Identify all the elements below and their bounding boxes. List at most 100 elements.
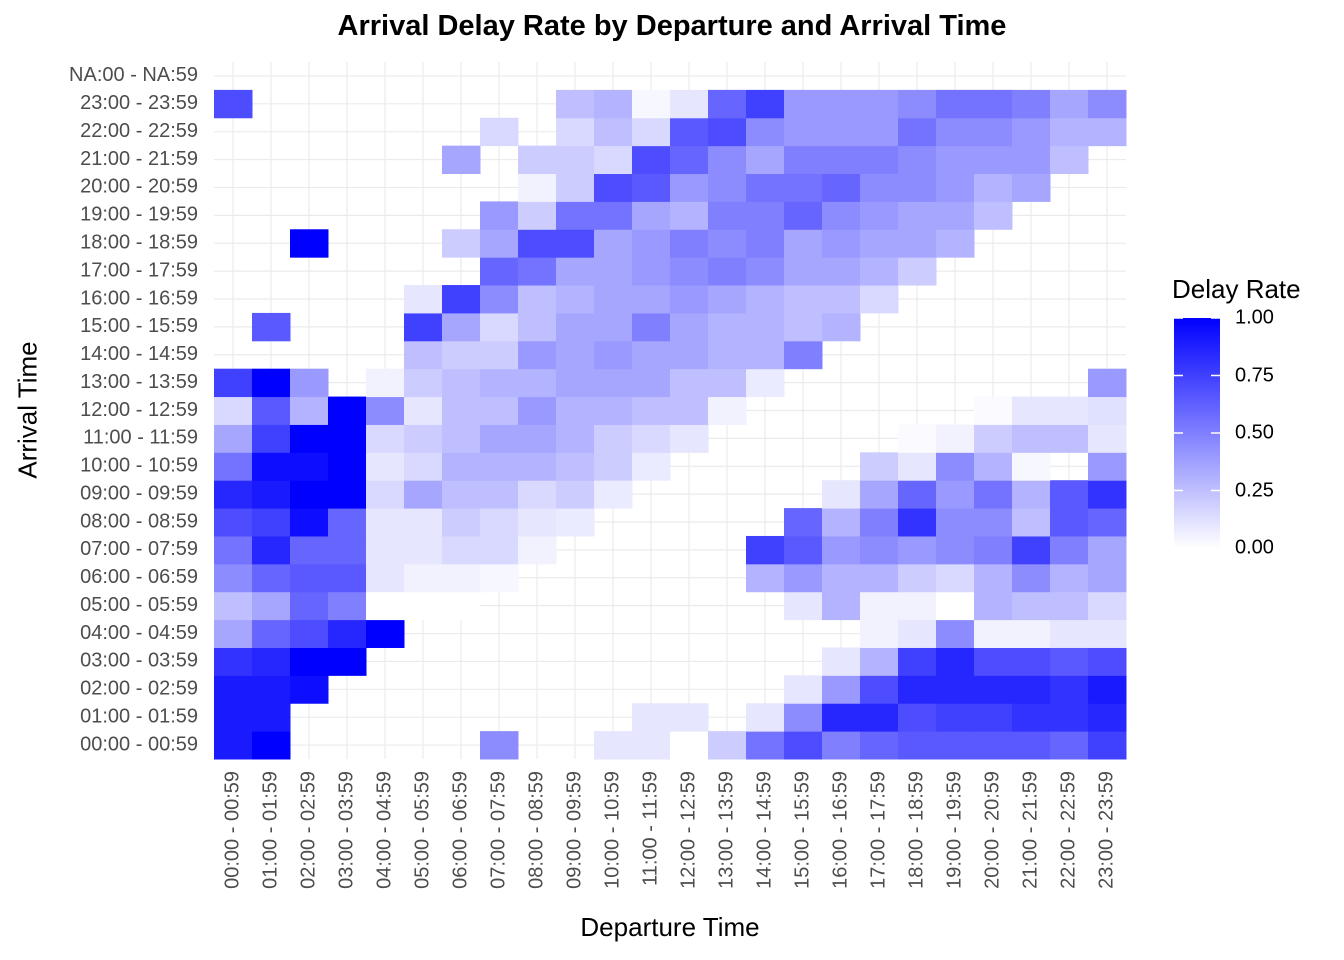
heatmap-cell [746, 89, 785, 119]
heatmap-cell [442, 285, 481, 314]
y-tick-label: 01:00 - 01:59 [80, 705, 198, 727]
heatmap-cell [784, 201, 823, 230]
heatmap-cell [632, 731, 671, 760]
heatmap-cell [936, 480, 975, 509]
y-tick-label: 10:00 - 10:59 [80, 455, 198, 477]
y-axis-label: Arrival Time [12, 341, 43, 479]
heatmap-cell [366, 535, 405, 565]
x-tick-label: 10:00 - 10:59 [601, 771, 623, 889]
heatmap-cell [518, 173, 557, 202]
heatmap-cell [974, 480, 1013, 509]
heatmap-cell [974, 647, 1013, 676]
heatmap-cell [404, 396, 443, 425]
heatmap-cell [442, 229, 481, 258]
heatmap-cell [974, 731, 1013, 760]
heatmap-cell [822, 508, 861, 537]
heatmap-cell [480, 229, 519, 258]
heatmap-cell [746, 368, 785, 398]
heatmap-cell [974, 508, 1013, 537]
heatmap-cell [556, 201, 595, 230]
heatmap-cell [936, 591, 975, 621]
heatmap-cell [518, 340, 557, 370]
heatmap-cell [632, 368, 671, 398]
x-tick-label: 04:00 - 04:59 [373, 771, 395, 889]
heatmap-cell [594, 368, 633, 398]
heatmap-cell [936, 89, 975, 119]
heatmap-cell [252, 563, 291, 593]
heatmap-cell [784, 535, 823, 565]
heatmap-cell [1050, 591, 1089, 621]
heatmap-cell [936, 535, 975, 565]
heatmap-cell [214, 396, 253, 425]
x-tick-label: 22:00 - 22:59 [1057, 771, 1079, 889]
heatmap-cell [518, 480, 557, 509]
heatmap-cell [632, 89, 671, 119]
heatmap-cell [214, 508, 253, 537]
heatmap-cell [328, 452, 367, 481]
heatmap-cell [746, 145, 785, 175]
heatmap-cell [480, 508, 519, 537]
heatmap-cell [518, 285, 557, 314]
heatmap-cell [860, 173, 899, 202]
heatmap-cell [1050, 647, 1089, 676]
heatmap-cell [518, 257, 557, 286]
heatmap-cell [860, 229, 899, 258]
y-tick-label: 16:00 - 16:59 [80, 287, 198, 309]
x-tick-label: 06:00 - 06:59 [449, 771, 471, 889]
heatmap-cell [594, 201, 633, 230]
y-tick-label: 08:00 - 08:59 [80, 510, 198, 532]
heatmap-cell [480, 285, 519, 314]
heatmap-cell [404, 591, 443, 621]
heatmap-cell [936, 117, 975, 147]
heatmap-cell [822, 89, 861, 119]
heatmap-cell [708, 117, 747, 147]
heatmap-cell [860, 285, 899, 314]
heatmap-cell [974, 535, 1013, 565]
heatmap-cell [784, 731, 823, 760]
heatmap-cell [974, 201, 1013, 230]
heatmap-cell [556, 452, 595, 481]
heatmap-cell [328, 480, 367, 509]
heatmap-cell [404, 535, 443, 565]
heatmap-cell [480, 424, 519, 453]
heatmap-cell [860, 257, 899, 286]
heatmap-cell [1012, 424, 1051, 453]
heatmap-cell [214, 647, 253, 676]
heatmap-cell [1050, 731, 1089, 760]
heatmap-cell [898, 145, 937, 175]
y-tick-label: 14:00 - 14:59 [80, 343, 198, 365]
heatmap-cell [252, 424, 291, 453]
heatmap-cell [974, 173, 1013, 202]
heatmap-cell [480, 731, 519, 760]
y-tick-label: 06:00 - 06:59 [80, 566, 198, 588]
heatmap-cell [860, 731, 899, 760]
heatmap-cell [366, 508, 405, 537]
heatmap-cell [670, 145, 709, 175]
heatmap-cell [594, 257, 633, 286]
heatmap-cell [290, 563, 329, 593]
x-tick-label: 16:00 - 16:59 [829, 771, 851, 889]
heatmap-cell [632, 452, 671, 481]
legend-label: 0.25 [1235, 479, 1274, 501]
heatmap-cell [594, 312, 633, 342]
heatmap-cell [1088, 703, 1127, 732]
heatmap-cell [936, 173, 975, 202]
heatmap-cell [442, 396, 481, 425]
heatmap-cell [632, 201, 671, 230]
heatmap-cell [214, 89, 253, 119]
y-tick-label: 11:00 - 11:59 [83, 427, 198, 449]
heatmap-cell [556, 229, 595, 258]
heatmap-cell [898, 229, 937, 258]
heatmap-cell [822, 285, 861, 314]
heatmap-cell [480, 563, 519, 593]
heatmap-cell [214, 535, 253, 565]
heatmap-cell [252, 647, 291, 676]
y-tick-label: 19:00 - 19:59 [80, 204, 198, 226]
heatmap-cell [898, 201, 937, 230]
legend-label: 0.75 [1235, 364, 1274, 386]
heatmap-cell [290, 508, 329, 537]
y-tick-label: 23:00 - 23:59 [80, 92, 198, 114]
heatmap-cell [974, 619, 1013, 648]
heatmap-cell [252, 452, 291, 481]
